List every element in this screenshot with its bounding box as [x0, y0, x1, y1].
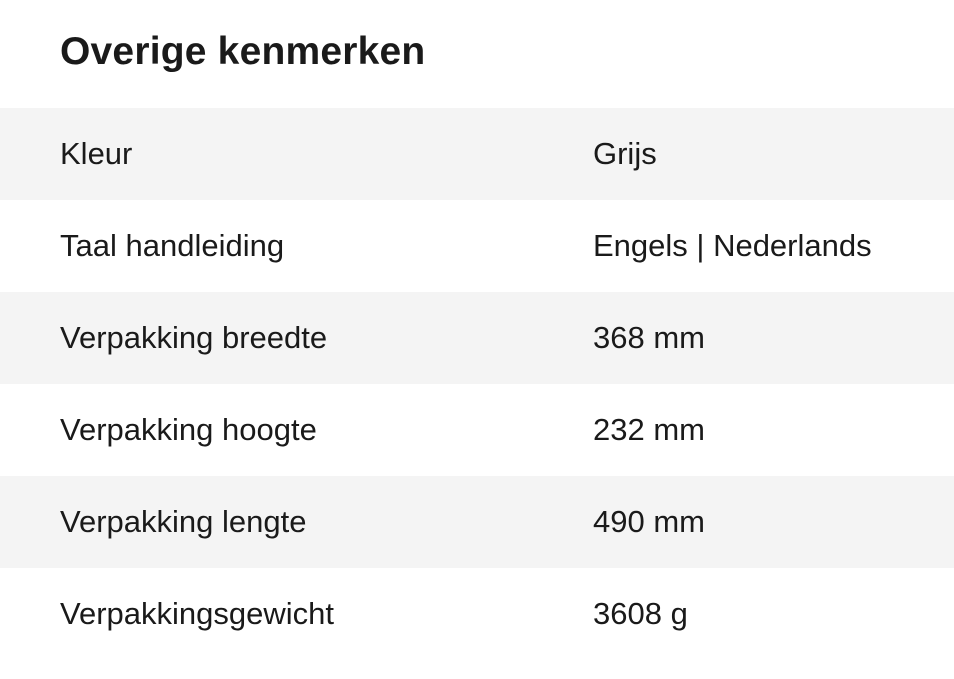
spec-label: Taal handleiding [60, 228, 285, 263]
section-title: Overige kenmerken [60, 30, 426, 73]
spec-value: Engels | Nederlands [593, 228, 872, 263]
spec-label: Verpakking breedte [60, 320, 328, 355]
spec-value: 3608 g [593, 596, 688, 631]
spec-value: 368 mm [593, 320, 705, 355]
spec-label: Verpakkingsgewicht [60, 596, 334, 631]
spec-row-verpakking-breedte: Verpakking breedte 368 mm [0, 292, 954, 384]
spec-row-verpakking-lengte: Verpakking lengte 490 mm [0, 476, 954, 568]
spec-row-verpakkingsgewicht: Verpakkingsgewicht 3608 g [0, 568, 954, 660]
spec-label: Verpakking hoogte [60, 412, 317, 447]
spec-value: Grijs [593, 136, 657, 171]
spec-label: Verpakking lengte [60, 504, 307, 539]
spec-row-taal-handleiding: Taal handleiding Engels | Nederlands [0, 200, 954, 292]
spec-row-kleur: Kleur Grijs [0, 108, 954, 200]
spec-label: Kleur [60, 136, 133, 171]
spec-value: 490 mm [593, 504, 705, 539]
spec-value: 232 mm [593, 412, 705, 447]
spec-row-verpakking-hoogte: Verpakking hoogte 232 mm [0, 384, 954, 476]
specs-table: Kleur Grijs Taal handleiding Engels | Nede… [0, 108, 954, 660]
